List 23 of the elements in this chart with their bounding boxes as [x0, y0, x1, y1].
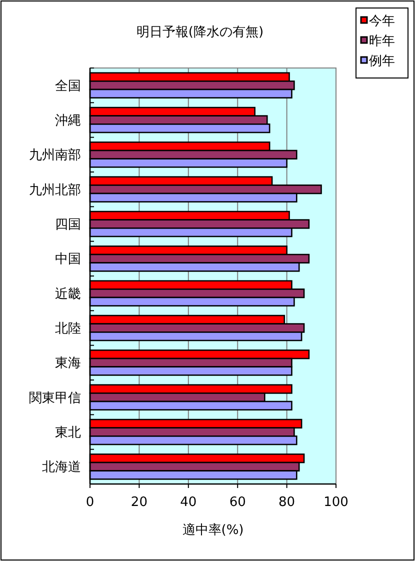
- x-tick-label: 40: [180, 495, 197, 510]
- y-tick-label: 全国: [55, 78, 81, 94]
- x-tick-label: 80: [278, 495, 296, 510]
- y-tick-label: 東海: [55, 356, 81, 372]
- legend-label: 昨年: [369, 34, 395, 49]
- y-tick-label: 北海道: [42, 460, 81, 476]
- y-tick-label: 北陸: [55, 322, 81, 336]
- x-tick-label: 100: [324, 495, 348, 510]
- y-tick-label: 四国: [55, 218, 81, 232]
- legend-label: 今年: [369, 14, 395, 29]
- chart-title: 明日予報(降水の有無): [136, 25, 264, 40]
- y-tick-label: 東北: [55, 426, 81, 440]
- legend-label: 例年: [369, 54, 395, 69]
- x-tick-label: 0: [86, 495, 94, 510]
- x-axis-title: 適中率(%): [182, 522, 244, 538]
- y-tick-label: 近畿: [55, 286, 81, 302]
- y-tick-label: 関東甲信: [29, 390, 81, 406]
- y-tick-label: 沖縄: [55, 114, 81, 128]
- x-tick-label: 20: [130, 495, 148, 510]
- y-tick-label: 九州南部: [29, 148, 81, 164]
- x-tick-label: 60: [229, 495, 246, 510]
- y-tick-label: 九州北部: [29, 182, 81, 198]
- y-tick-label: 中国: [55, 252, 81, 268]
